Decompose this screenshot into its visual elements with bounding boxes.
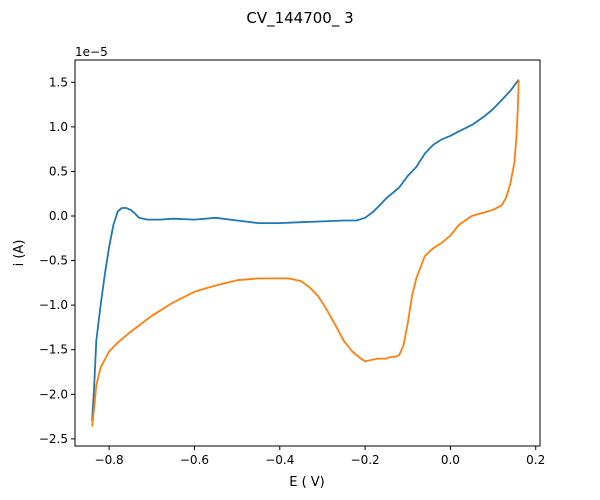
y-axis-label: i (A) [12,240,27,267]
x-tick-label: −0.6 [180,453,209,467]
x-tick-label: 0.2 [526,453,545,467]
x-axis-label: E ( V) [289,475,325,490]
x-tick-label: −0.8 [95,453,124,467]
x-tick-label: 0.0 [441,453,460,467]
y-tick-label: −2.5 [39,432,68,446]
y-tick-label: 0.5 [49,164,68,178]
y-tick-label: −1.0 [39,298,68,312]
series-line-2 [91,79,520,427]
y-tick-label: −2.0 [39,387,68,401]
y-tick-label: 0.0 [49,209,68,223]
plot-area [91,79,520,427]
series-line-1 [91,79,520,422]
y-axis: −2.5 −2.0 −1.5 −1.0 −0.5 0.0 0.5 1.0 1.5 [39,75,75,446]
chart-title: CV_144700_ 3 [246,9,353,28]
x-tick-label: −0.4 [265,453,294,467]
y-tick-label: −1.5 [39,343,68,357]
x-axis: −0.8 −0.6 −0.4 −0.2 0.0 0.2 [95,446,545,467]
axes-frame [74,59,541,447]
y-tick-label: 1.0 [49,120,68,134]
y-tick-label: −0.5 [39,254,68,268]
y-tick-label: 1.5 [49,75,68,89]
y-offset-label: 1e−5 [75,45,108,59]
x-tick-label: −0.2 [351,453,380,467]
